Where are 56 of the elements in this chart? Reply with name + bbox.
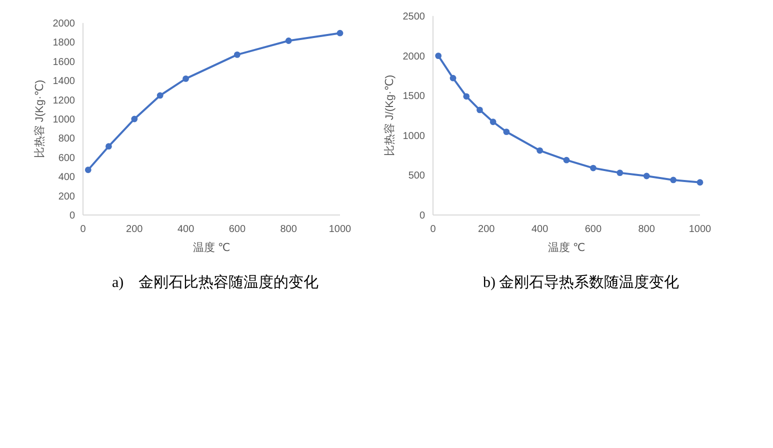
x-tick-label: 200 [478,224,496,235]
y-tick-label: 2500 [402,12,426,22]
x-tick-label: 0 [80,224,86,235]
x-tick-label: 1000 [328,224,352,235]
point [563,156,570,164]
point [336,30,344,36]
point [106,143,112,150]
y-axis-title: 比热容 J(Kg·℃) [33,80,46,158]
y-tick-label: 1600 [52,56,76,68]
x-tick-label: 0 [430,224,436,235]
point [450,74,456,82]
x-axis-title: 温度 ℃ [548,241,586,254]
x-tick-label: 800 [280,224,298,235]
x-tick-label: 400 [177,224,195,235]
point [590,164,596,172]
y-tick-label: 2000 [402,51,426,62]
y-tick-label: 1800 [52,38,76,49]
point [670,176,676,184]
point [490,118,496,126]
y-tick-label: 0 [69,210,76,222]
y-tick-label: 1400 [52,76,76,88]
point [285,38,292,44]
y-axis-title: 比热容 J/(Kg·℃) [383,74,396,156]
point [234,51,240,58]
y-tick-label: 800 [58,134,76,145]
point [616,170,624,176]
point [435,52,442,59]
point [536,147,543,154]
y-tick-label: 1000 [402,130,426,142]
point [476,106,483,114]
x-tick-label: 200 [126,224,144,235]
y-tick-label: 2000 [52,18,76,30]
point [463,93,470,100]
y-tick-label: 1200 [52,95,76,106]
text: a) 金刚石比热容随温度的变化 [112,274,319,291]
y-tick-label: 200 [58,191,76,202]
x-tick-label: 800 [638,224,656,235]
y-tick-label: 1500 [402,91,426,102]
point [84,166,92,174]
x-tick-label: 1000 [688,224,712,235]
x-tick-label: 400 [531,224,549,235]
point [503,128,510,136]
y-tick-label: 0 [419,210,426,222]
y-tick-label: 500 [408,170,426,182]
point [643,172,650,180]
point [131,116,138,122]
text: b) 金刚石导热系数随温度变化 [483,274,680,291]
x-tick-label: 600 [228,224,246,235]
y-tick-label: 1000 [52,114,76,126]
x-axis-title: 温度 ℃ [192,241,230,254]
x-tick-label: 600 [584,224,602,235]
point [182,75,189,82]
y-tick-label: 400 [58,172,76,184]
y-tick-label: 600 [58,152,76,164]
point [156,92,164,99]
point [696,179,704,186]
